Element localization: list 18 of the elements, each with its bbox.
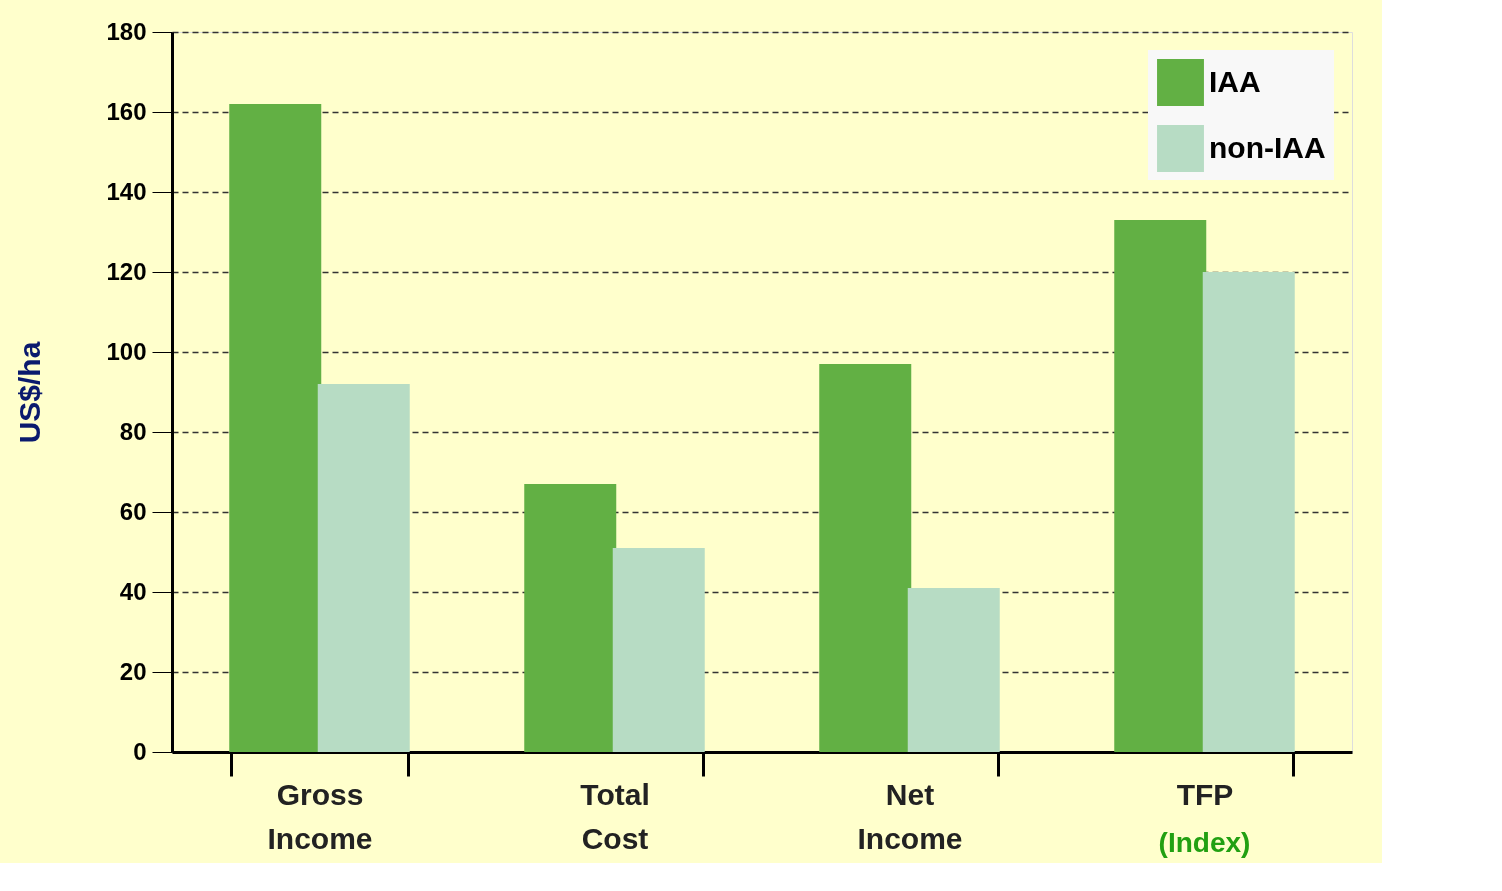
x-tick-label: Total Cost bbox=[580, 777, 650, 855]
y-tick-label: 120 bbox=[106, 257, 147, 285]
y-tick-label: 100 bbox=[106, 337, 147, 365]
y-tick-label: 140 bbox=[106, 177, 147, 205]
y-tick-label: 40 bbox=[119, 577, 147, 605]
y-tick-label: 0 bbox=[133, 737, 147, 765]
y-axis-title: US$/ha bbox=[13, 341, 47, 444]
y-tick-label: 80 bbox=[119, 417, 147, 445]
x-tick-label: Net Income bbox=[857, 777, 963, 855]
y-tick-label: 180 bbox=[106, 17, 147, 45]
y-tick-label: 20 bbox=[119, 657, 147, 685]
x-tick-label: Gross Income bbox=[267, 777, 373, 855]
y-tick-label: 60 bbox=[119, 497, 147, 525]
y-tick-label: 160 bbox=[106, 97, 147, 125]
legend-label: IAA bbox=[1209, 64, 1261, 98]
text: (Index) bbox=[1158, 827, 1251, 858]
legend-label: non-IAA bbox=[1209, 130, 1326, 164]
x-tick-label: TFP bbox=[1176, 777, 1234, 811]
